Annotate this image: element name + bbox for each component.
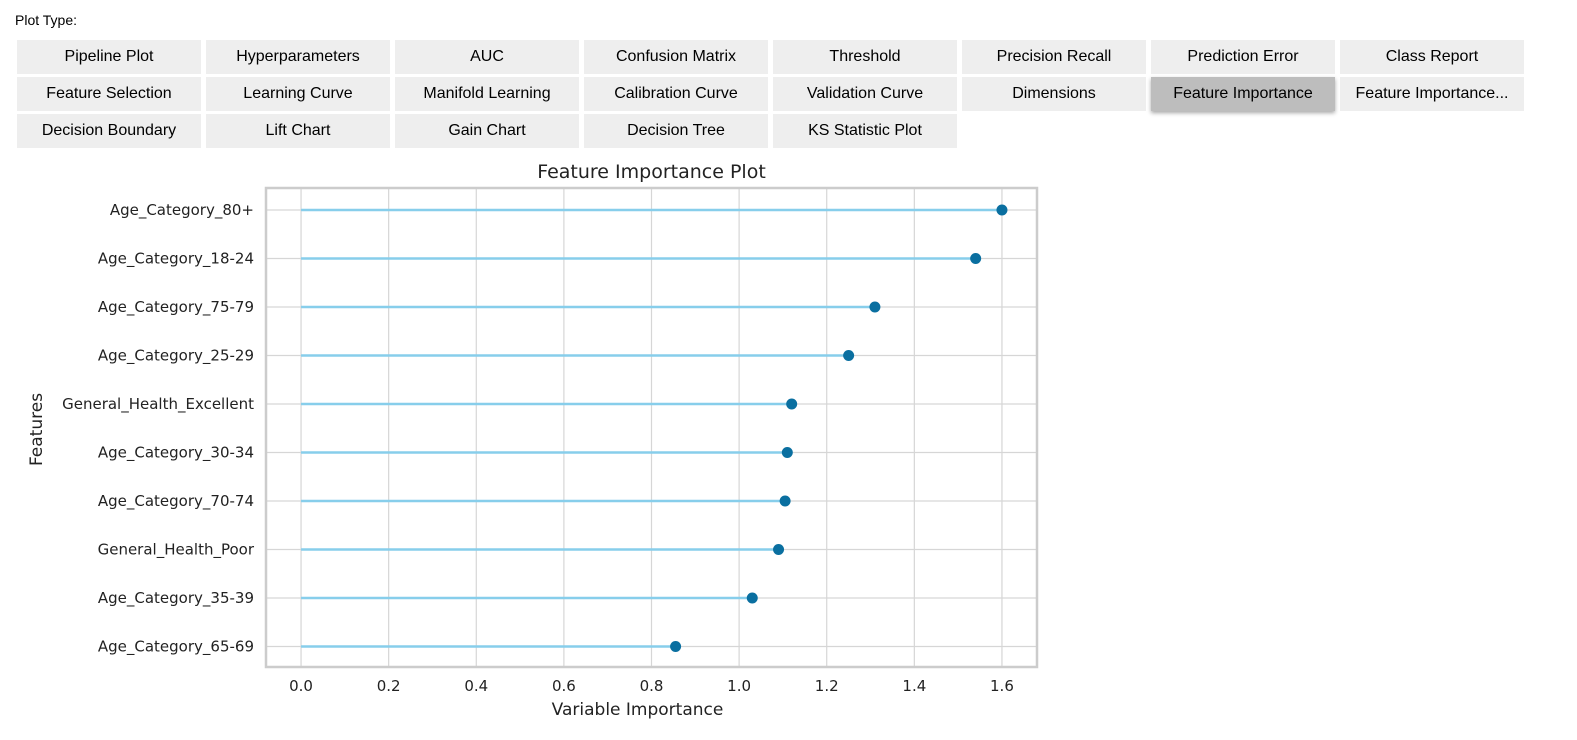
plot-type-button-threshold[interactable]: Threshold	[773, 40, 957, 74]
plot-type-button-prediction-error[interactable]: Prediction Error	[1151, 40, 1335, 74]
lollipop-marker	[746, 592, 758, 604]
y-tick-label: Age_Category_80+	[110, 201, 254, 220]
x-tick-label: 1.0	[727, 677, 751, 695]
plot-type-button-feature-importance[interactable]: Feature Importance	[1151, 77, 1335, 111]
y-tick-label: Age_Category_30-34	[98, 444, 254, 463]
x-tick-label: 1.2	[815, 677, 839, 695]
y-tick-label: Age_Category_35-39	[98, 589, 254, 608]
plot-type-button-confusion-matrix[interactable]: Confusion Matrix	[584, 40, 768, 74]
plot-type-button-feature-selection[interactable]: Feature Selection	[17, 77, 201, 111]
lollipop-marker	[843, 350, 855, 361]
plot-type-button-dimensions[interactable]: Dimensions	[962, 77, 1146, 111]
lollipop-marker	[786, 398, 798, 410]
x-tick-label: 1.4	[902, 677, 926, 695]
plot-type-button-learning-curve[interactable]: Learning Curve	[206, 77, 390, 111]
plot-type-button-precision-recall[interactable]: Precision Recall	[962, 40, 1146, 74]
lollipop-marker	[869, 301, 881, 313]
y-tick-label: General_Health_Poor	[98, 541, 255, 560]
plot-type-button-pipeline-plot[interactable]: Pipeline Plot	[17, 40, 201, 74]
y-tick-label: Age_Category_75-79	[98, 298, 254, 317]
plot-type-label: Plot Type:	[15, 12, 78, 28]
lollipop-marker	[970, 253, 982, 264]
x-tick-label: 0.8	[640, 677, 664, 695]
x-tick-label: 0.0	[289, 677, 313, 695]
plot-type-button-class-report[interactable]: Class Report	[1340, 40, 1524, 74]
plot-type-button-manifold-learning[interactable]: Manifold Learning	[395, 77, 579, 111]
x-tick-label: 1.6	[990, 677, 1014, 695]
y-tick-label: Age_Category_25-29	[98, 347, 254, 366]
plot-type-button-decision-tree[interactable]: Decision Tree	[584, 114, 768, 148]
plot-type-button-decision-boundary[interactable]: Decision Boundary	[17, 114, 201, 148]
y-tick-label: Age_Category_70-74	[98, 492, 254, 511]
x-tick-label: 0.2	[377, 677, 401, 695]
plot-type-button-calibration-curve[interactable]: Calibration Curve	[584, 77, 768, 111]
plot-type-button-hyperparameters[interactable]: Hyperparameters	[206, 40, 390, 74]
chart-title: Feature Importance Plot	[537, 161, 766, 183]
lollipop-marker	[996, 204, 1008, 216]
lollipop-marker	[781, 447, 793, 458]
x-tick-label: 0.4	[464, 677, 488, 695]
y-axis-label: Features	[27, 393, 47, 466]
plot-type-button-ks-statistic-plot[interactable]: KS Statistic Plot	[773, 114, 957, 148]
feature-importance-chart: Feature Importance Plot Age_Category_80+ A…	[27, 161, 1039, 720]
y-tick-label: Age_Category_18-24	[98, 250, 254, 269]
plot-type-button-gain-chart[interactable]: Gain Chart	[395, 114, 579, 148]
x-tick-label: 0.6	[552, 677, 576, 695]
y-tick-label: General_Health_Excellent	[62, 395, 254, 414]
lollipop-marker	[779, 495, 791, 507]
plot-type-button-lift-chart[interactable]: Lift Chart	[206, 114, 390, 148]
lollipop-marker	[773, 544, 785, 555]
y-tick-label: Age_Category_65-69	[98, 638, 254, 657]
x-axis-label: Variable Importance	[552, 700, 724, 720]
plot-type-button-validation-curve[interactable]: Validation Curve	[773, 77, 957, 111]
plot-type-button-feature-importance[interactable]: Feature Importance...	[1340, 77, 1524, 111]
plot-type-button-auc[interactable]: AUC	[395, 40, 579, 74]
plot-frame	[264, 186, 1039, 669]
lollipop-marker	[670, 641, 682, 652]
